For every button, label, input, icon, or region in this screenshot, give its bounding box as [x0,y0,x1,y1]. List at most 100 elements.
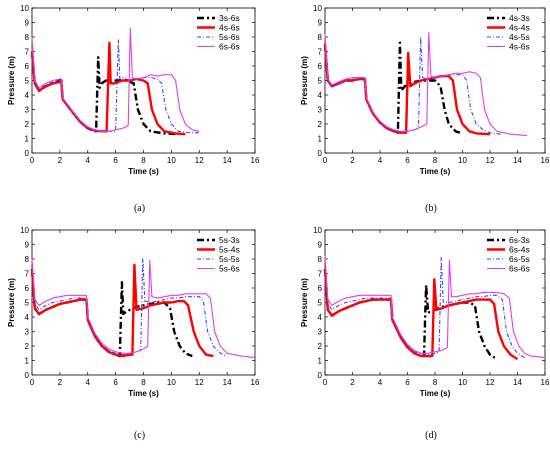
y-tick-label: 9 [25,19,30,28]
x-tick-label: 12 [195,378,204,387]
y-tick-label: 7 [25,270,30,279]
x-tick-label: 10 [458,156,467,165]
x-tick-label: 8 [433,156,438,165]
legend-label-6s-4s: 6s-4s [509,245,530,255]
y-tick-label: 7 [318,270,323,279]
y-tick-label: 1 [25,135,30,144]
y-tick-label: 7 [25,48,30,57]
series-line-6s-6s [31,27,200,132]
series-line-6s-4s [323,269,519,361]
y-tick-label: 8 [25,255,30,264]
y-tick-label: 5 [25,299,30,308]
x-tick-label: 4 [86,156,91,165]
x-tick-label: 6 [405,378,410,387]
series-line-5s-6s [31,39,200,134]
y-tick-label: 3 [25,328,30,337]
x-tick-label: 16 [251,156,260,165]
y-tick-label: 0 [25,371,30,380]
y-tick-label: 3 [318,328,323,337]
y-tick-label: 8 [318,33,323,42]
series-line-6s-3s [323,269,498,361]
x-tick-label: 14 [513,156,522,165]
y-tick-label: 9 [25,241,30,250]
legend-label-4s-3s: 4s-3s [509,13,530,23]
x-tick-label: 4 [378,156,383,165]
y-tick-label: 2 [25,120,30,129]
y-axis-label: Pressure (m) [7,278,16,327]
x-tick-label: 2 [58,378,63,387]
y-tick-label: 3 [25,106,30,115]
legend-label-6s-3s: 6s-3s [509,235,530,245]
y-tick-label: 4 [25,313,30,322]
x-tick-label: 12 [195,156,204,165]
y-tick-label: 6 [318,62,323,71]
y-tick-label: 5 [318,299,323,308]
legend-label-6s-5s: 6s-5s [509,254,530,264]
series-line-3s-6s [30,51,179,136]
x-tick-label: 0 [323,156,328,165]
x-tick-label: 14 [223,378,232,387]
panel-caption: (d) [425,430,437,441]
legend-label-5s-6s: 5s-6s [219,32,240,42]
x-tick-label: 12 [486,156,495,165]
x-axis-label: Time (s) [420,389,451,398]
legend-label-4s-5s: 4s-5s [509,32,530,42]
legend-label-3s-6s: 3s-6s [219,13,240,23]
x-tick-label: 2 [350,156,355,165]
y-tick-label: 2 [25,342,30,351]
y-tick-label: 5 [318,77,323,86]
series-line-4s-3s [323,41,463,135]
y-tick-label: 1 [318,135,323,144]
series-line-4s-6s [324,32,528,137]
y-tick-label: 2 [318,342,323,351]
x-tick-label: 2 [350,378,355,387]
x-axis-label: Time (s) [420,167,451,176]
y-tick-label: 10 [313,226,322,235]
x-tick-label: 4 [378,378,383,387]
y-tick-label: 2 [318,120,323,129]
y-tick-label: 7 [318,48,323,57]
x-tick-label: 4 [86,378,91,387]
x-tick-label: 10 [458,378,467,387]
x-tick-label: 14 [513,378,522,387]
legend-label-5s-5s: 5s-5s [219,254,240,264]
legend-label-5s-6s: 5s-6s [219,264,240,274]
y-tick-label: 10 [20,226,29,235]
y-tick-label: 4 [25,91,30,100]
series-line-4s-4s [323,44,491,136]
y-tick-label: 0 [318,149,323,158]
legend-label-5s-3s: 5s-3s [219,235,240,245]
x-axis-label: Time (s) [128,167,159,176]
y-tick-label: 0 [318,371,323,380]
y-tick-label: 6 [318,284,323,293]
series-line-6s-6s [324,256,546,359]
panel-caption: (c) [134,430,145,441]
x-tick-label: 8 [433,378,438,387]
x-tick-label: 16 [541,156,550,165]
y-tick-label: 3 [318,106,323,115]
x-tick-label: 10 [167,378,176,387]
y-axis-label: Pressure (m) [300,278,309,327]
legend-label-5s-4s: 5s-4s [219,245,240,255]
legend-label-4s-6s: 4s-6s [509,42,530,52]
y-tick-label: 6 [25,62,30,71]
x-tick-label: 12 [486,378,495,387]
x-tick-label: 16 [251,378,260,387]
x-tick-label: 0 [30,156,35,165]
series-line-5s-6s [31,258,256,359]
panel-caption: (b) [425,203,437,214]
y-tick-label: 1 [25,357,30,366]
x-tick-label: 6 [405,156,410,165]
x-tick-label: 0 [30,378,35,387]
y-axis-label: Pressure (m) [300,56,309,105]
y-tick-label: 8 [25,33,30,42]
